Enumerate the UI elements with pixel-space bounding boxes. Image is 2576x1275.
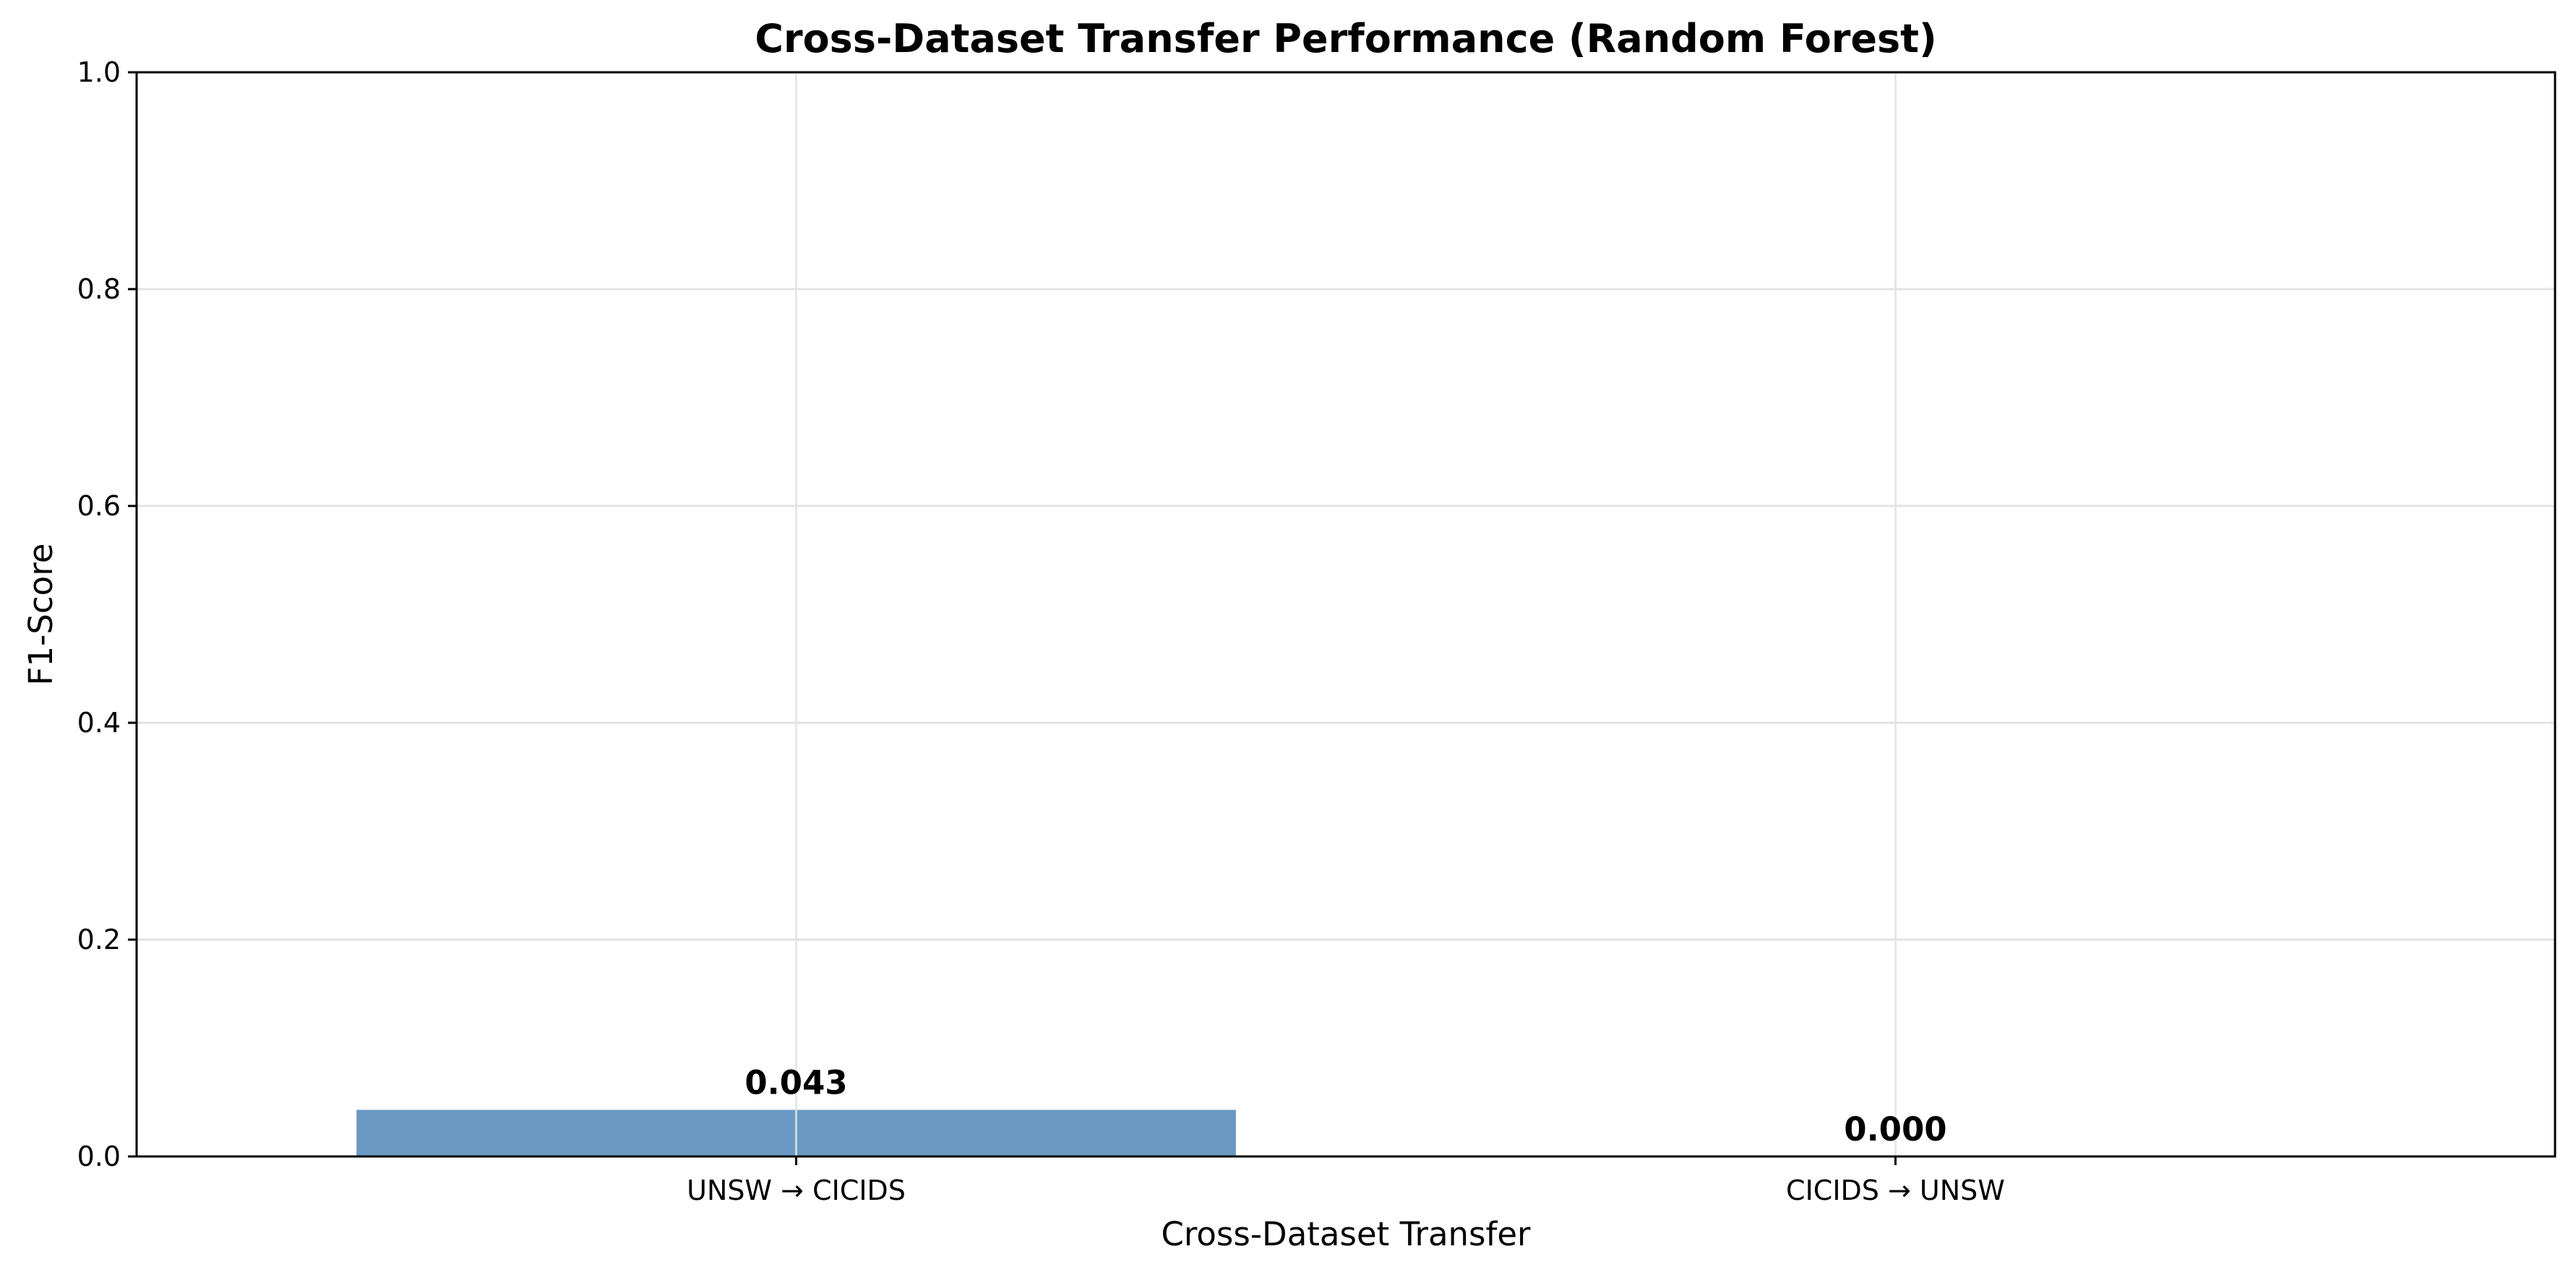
y-tick-label: 0.4	[77, 707, 121, 739]
bars-layer	[356, 72, 1897, 1156]
y-axis-label: F1-Score	[22, 544, 60, 686]
x-tick-label: CICIDS → UNSW	[1786, 1175, 2005, 1206]
ticks-layer	[128, 71, 1897, 1165]
plot-frame	[135, 71, 2556, 1158]
y-tick-label: 0.8	[77, 273, 121, 305]
chart-title: Cross-Dataset Transfer Performance (Rand…	[755, 16, 1936, 61]
bar-value-label: 0.043	[744, 1064, 847, 1102]
labels-layer: 0.0 0.2 0.4 0.6 0.8 1.0 UNSW → CICIDS 0.043 CICI…	[77, 56, 2005, 1206]
x-axis-label: Cross-Dataset Transfer	[1161, 1215, 1531, 1253]
y-tick-label: 0.6	[77, 490, 121, 522]
x-tick-label: UNSW → CICIDS	[687, 1175, 906, 1206]
y-tick-label: 0.2	[77, 924, 121, 956]
bar-value-label: 0.000	[1844, 1110, 1946, 1149]
y-tick-label: 0.0	[77, 1141, 121, 1172]
y-tick-label: 1.0	[77, 56, 121, 88]
